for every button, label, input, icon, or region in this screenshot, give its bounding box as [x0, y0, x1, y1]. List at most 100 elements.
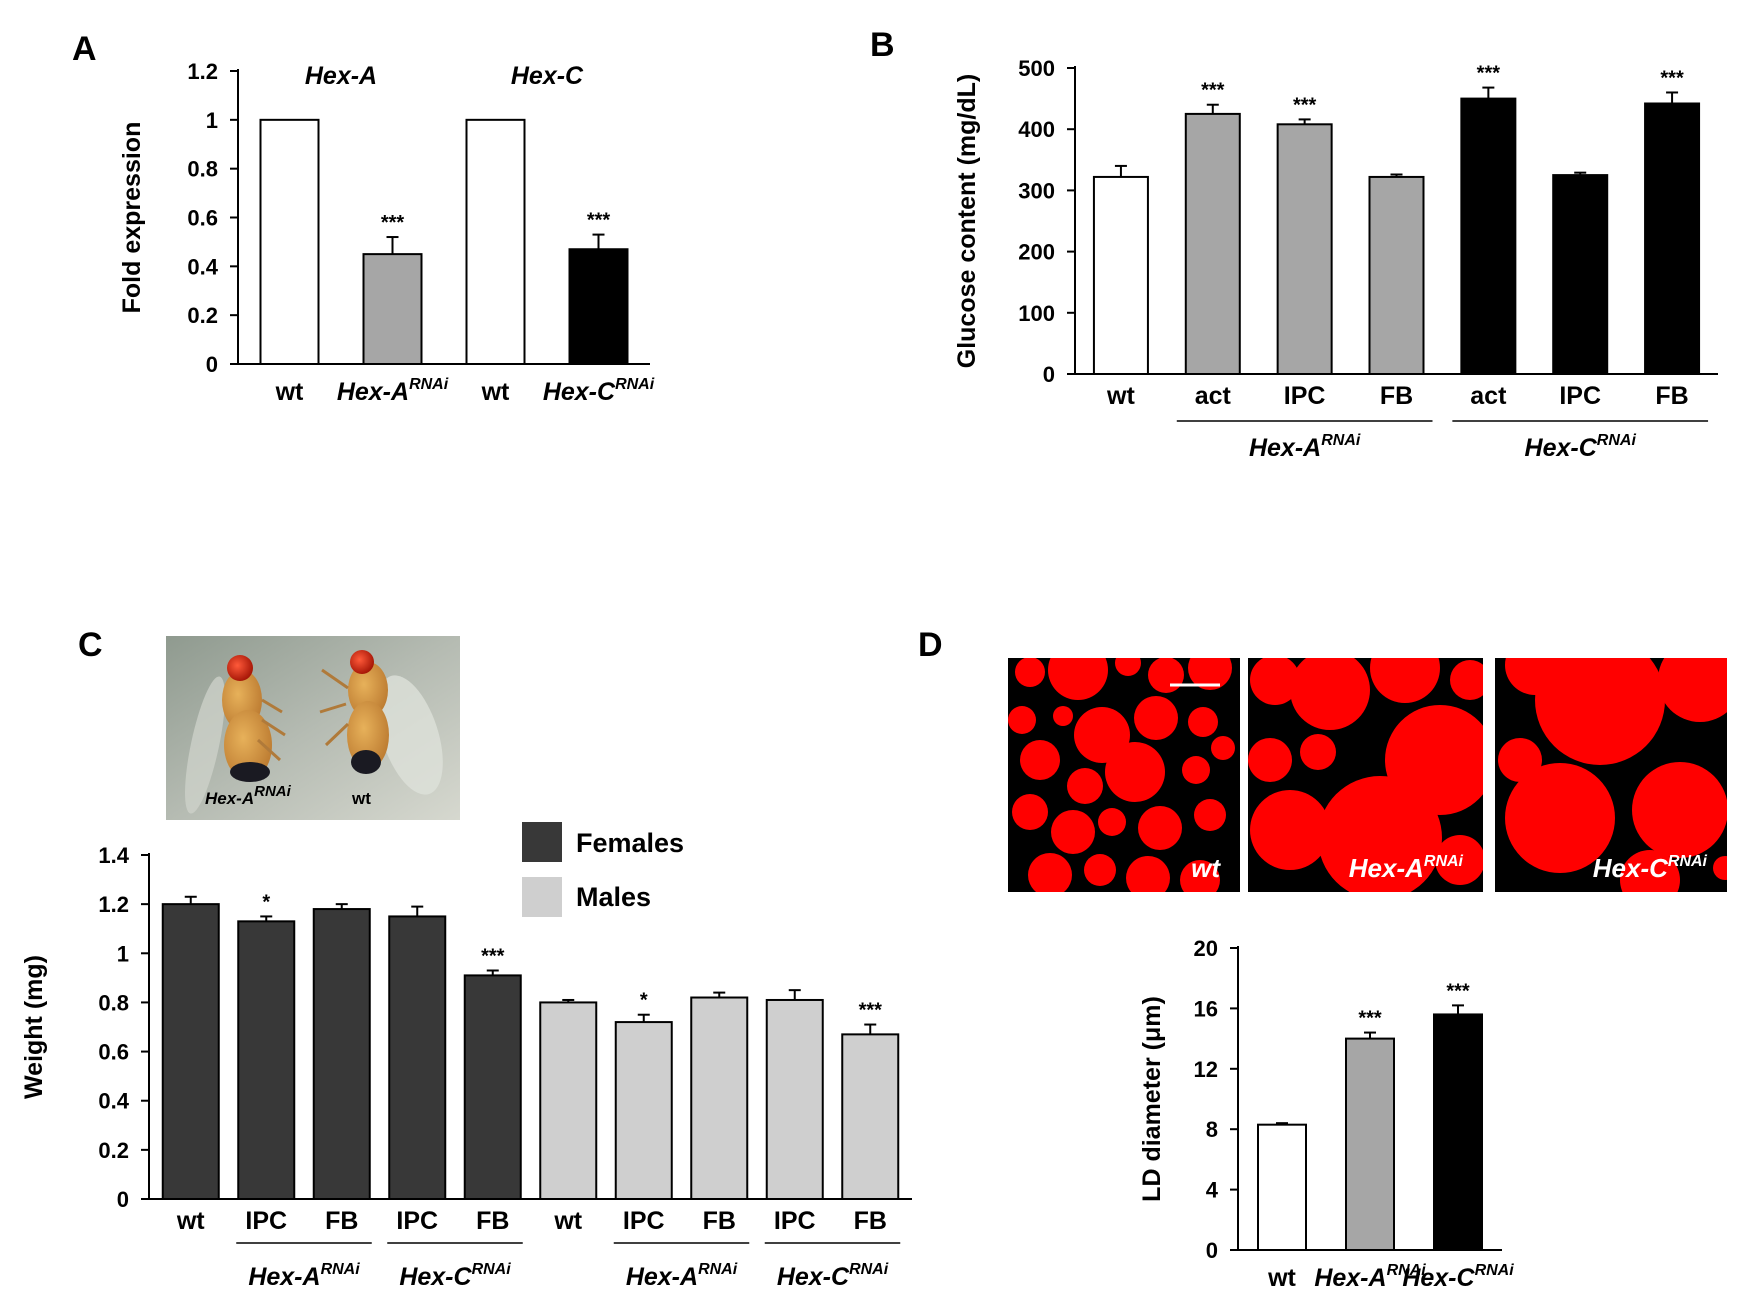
- lipid-droplet: [1020, 740, 1060, 780]
- significance-label: ***: [1446, 980, 1470, 1002]
- chart-d: 0 4 8 12 16 20 LD diameter (μm) wt *** Hex-ARNAi *…: [1138, 936, 1514, 1292]
- x-tick-label: IPC: [623, 1207, 665, 1235]
- y-axis-label: Weight (mg): [20, 955, 48, 1099]
- lipid-droplet: [1498, 738, 1542, 782]
- bar: [161, 903, 220, 1201]
- significance-label: *: [262, 891, 270, 913]
- lipid-droplet: [1051, 810, 1095, 854]
- y-tick-label: 12: [1194, 1057, 1218, 1082]
- bar: [237, 920, 296, 1200]
- lipid-droplet: [1713, 856, 1727, 880]
- x-tick-label: wt: [275, 378, 304, 406]
- fly-right: [319, 650, 443, 795]
- lipid-droplet: [1148, 658, 1184, 693]
- lipid-droplet: [1134, 696, 1178, 740]
- fly-label-right: wt: [351, 789, 371, 808]
- fly-photo: Hex-ARNAi wt: [166, 636, 460, 820]
- group-label: Hex-CRNAi: [777, 1261, 889, 1291]
- x-tick-label: Hex-CRNAi: [543, 376, 655, 406]
- bar: [1368, 175, 1425, 375]
- lipid-droplet: [1535, 658, 1665, 765]
- x-tick-label: wt: [481, 378, 510, 406]
- lipid-droplet: [1300, 734, 1336, 770]
- micrograph-label: wt: [1191, 853, 1221, 883]
- x-tick-label: IPC: [774, 1207, 816, 1235]
- micrograph-panel: Hex-ARNAi: [1248, 658, 1483, 892]
- x-tick-label: wt: [176, 1207, 205, 1235]
- group-label: Hex-CRNAi: [1525, 432, 1637, 462]
- y-axis-label: LD diameter (μm): [1138, 996, 1166, 1202]
- lipid-droplet: [1450, 660, 1483, 700]
- group-title-hex-a: Hex-A: [305, 62, 377, 90]
- lipid-droplet: [1138, 806, 1182, 850]
- lipid-droplet: [1435, 835, 1483, 885]
- panel-letter-b: B: [870, 26, 895, 64]
- y-tick-label: 1.4: [98, 843, 129, 868]
- bar: [568, 248, 629, 365]
- bar: [259, 118, 320, 366]
- x-tick-label: IPC: [1559, 382, 1601, 410]
- legend-label-females: Females: [576, 828, 684, 858]
- x-tick-label: Hex-CRNAi: [1402, 1262, 1514, 1292]
- legend-c: Females Males: [522, 822, 684, 917]
- y-tick-label: 0.2: [98, 1138, 129, 1163]
- x-tick-label: FB: [703, 1207, 736, 1235]
- lipid-droplet: [1012, 794, 1048, 830]
- bar: [1460, 97, 1517, 375]
- x-tick-label: FB: [1380, 382, 1413, 410]
- y-tick-label: 0: [1206, 1238, 1218, 1263]
- bar: [1644, 102, 1701, 375]
- bar: [539, 1001, 598, 1201]
- bar: [463, 974, 522, 1201]
- y-tick-label: 300: [1018, 178, 1055, 203]
- significance-label: ***: [381, 212, 405, 234]
- lipid-droplet: [1067, 768, 1103, 804]
- lipid-droplet: [1370, 658, 1440, 703]
- significance-label: ***: [1293, 94, 1317, 116]
- legend-label-males: Males: [576, 882, 651, 912]
- significance-label: ***: [587, 210, 611, 232]
- y-tick-label: 0.2: [187, 303, 218, 328]
- significance-label: ***: [1201, 80, 1225, 102]
- y-tick-label: 500: [1018, 56, 1055, 81]
- significance-label: ***: [481, 945, 505, 967]
- y-axis-label: Glucose content (mg/dL): [953, 74, 981, 368]
- x-tick-label: FB: [476, 1207, 509, 1235]
- group-title-hex-c: Hex-C: [511, 62, 584, 90]
- lipid-droplet: [1105, 742, 1165, 802]
- lipid-droplet: [1194, 799, 1226, 831]
- lipid-droplet: [1505, 763, 1615, 873]
- lipid-droplet: [1248, 738, 1292, 782]
- lipid-droplet: [1180, 860, 1220, 892]
- significance-label: ***: [1358, 1008, 1382, 1030]
- x-tick-label: IPC: [396, 1207, 438, 1235]
- lipid-droplet: [1053, 706, 1073, 726]
- micrograph-label: Hex-ARNAi: [1349, 853, 1464, 883]
- x-tick-label: wt: [1267, 1264, 1296, 1292]
- lipid-droplet: [1632, 762, 1727, 858]
- lipid-droplet: [1250, 658, 1300, 705]
- y-tick-label: 0.4: [187, 254, 218, 279]
- x-tick-label: IPC: [245, 1207, 287, 1235]
- bar: [465, 118, 526, 366]
- lipid-droplet: [1250, 790, 1330, 870]
- bar: [1092, 175, 1149, 375]
- y-tick-label: 0.8: [187, 157, 218, 182]
- fly-left: [185, 655, 286, 814]
- micrograph-panel: wt: [1008, 658, 1240, 892]
- y-tick-label: 0.6: [98, 1040, 129, 1065]
- group-label: Hex-ARNAi: [626, 1261, 738, 1291]
- x-tick-label: wt: [553, 1207, 582, 1235]
- lipid-droplet: [1015, 658, 1045, 687]
- y-tick-label: 0.8: [98, 990, 129, 1015]
- panel-letter-a: A: [72, 30, 97, 68]
- chart-c: 0 0.2 0.4 0.6 0.8 1 1.2 1.4 Weight (mg) wt * IPC FB I…: [20, 843, 912, 1291]
- y-tick-label: 1.2: [98, 892, 129, 917]
- lipid-droplet: [1008, 706, 1036, 734]
- y-tick-label: 0: [1043, 362, 1055, 387]
- lipid-droplet: [1115, 658, 1141, 676]
- bar: [312, 908, 371, 1200]
- significance-label: ***: [859, 1000, 883, 1022]
- group-label: Hex-ARNAi: [248, 1261, 360, 1291]
- micrograph-label: Hex-CRNAi: [1593, 853, 1708, 883]
